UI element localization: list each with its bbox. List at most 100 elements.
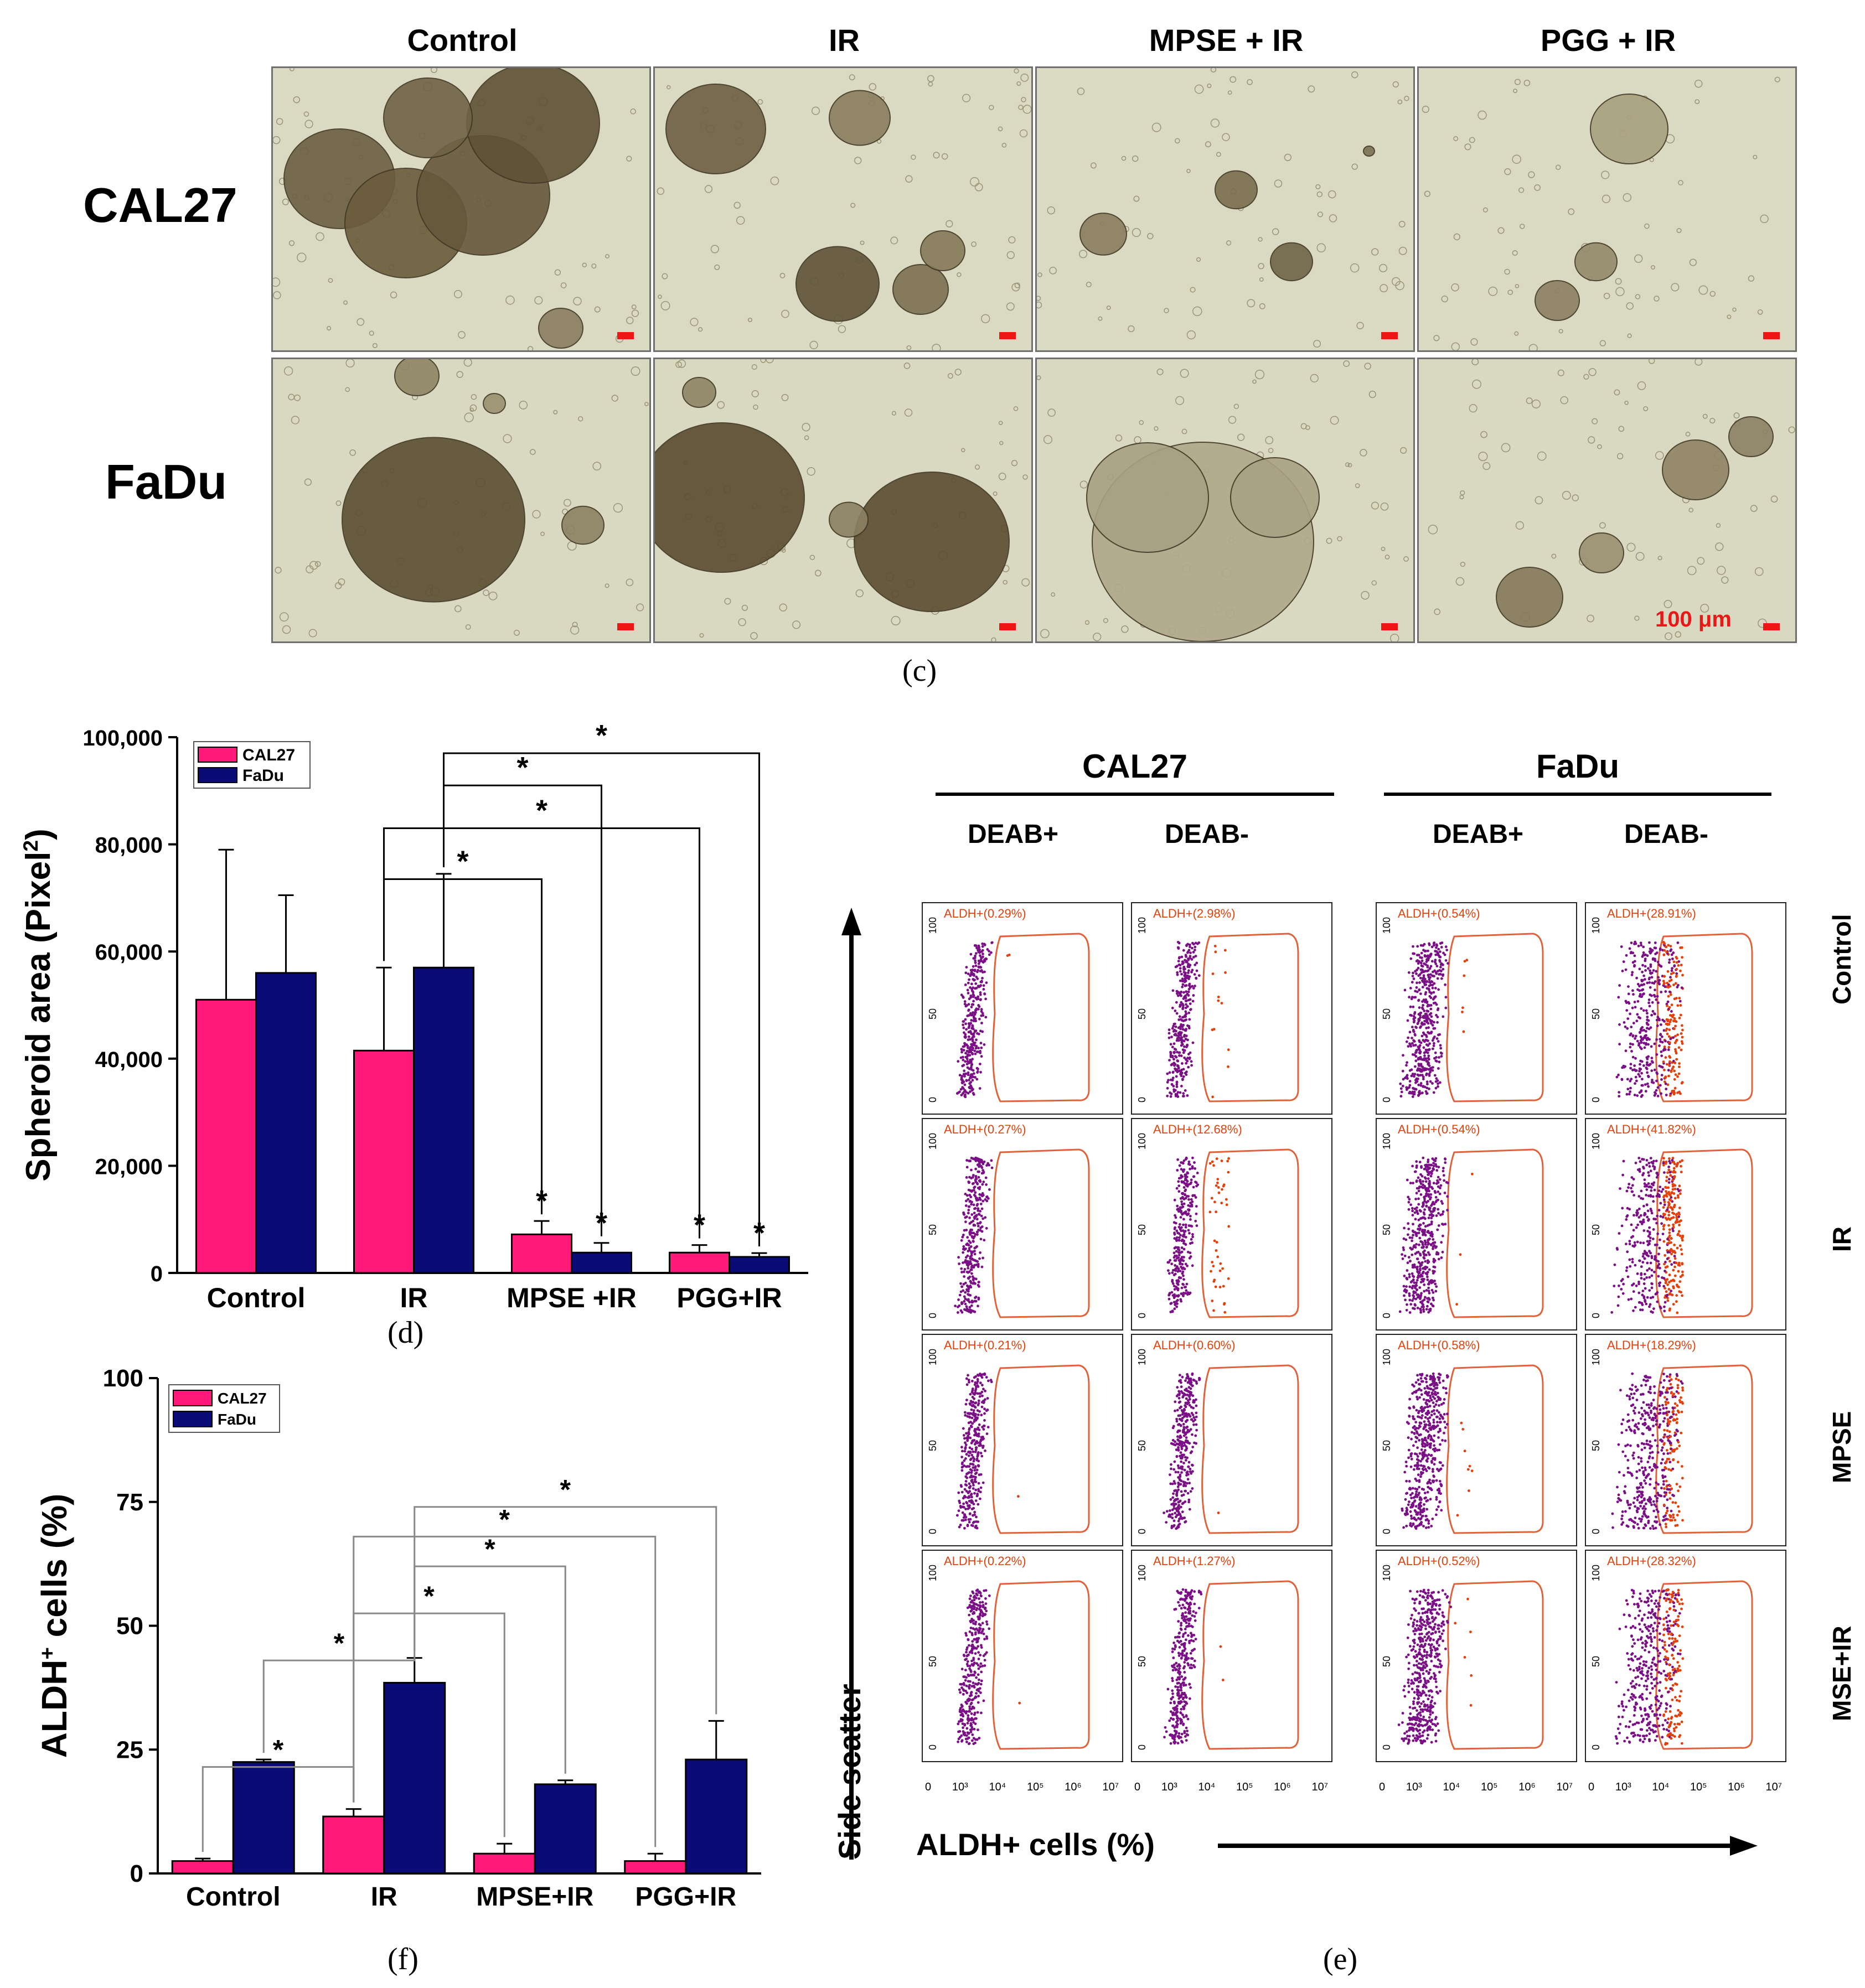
flow-event bbox=[1631, 1283, 1634, 1287]
flow-event bbox=[1433, 1412, 1436, 1415]
flow-event bbox=[1432, 998, 1435, 1001]
flow-event bbox=[1435, 1182, 1438, 1185]
flow-event bbox=[1427, 974, 1430, 977]
flow-event bbox=[982, 1181, 985, 1183]
flow-event bbox=[1174, 1216, 1177, 1219]
flow-event bbox=[1177, 1184, 1181, 1187]
flow-y-tick: 50 bbox=[927, 1440, 938, 1451]
flow-event bbox=[1425, 1380, 1428, 1384]
flow-event bbox=[1645, 1067, 1649, 1070]
bar-cal27-2 bbox=[511, 1233, 572, 1274]
flow-event bbox=[974, 1450, 977, 1453]
flow-event bbox=[1415, 1409, 1418, 1412]
flow-event bbox=[964, 1457, 967, 1460]
flow-event bbox=[975, 1218, 979, 1221]
flow-event bbox=[1422, 1514, 1424, 1518]
flow-event bbox=[1183, 1056, 1186, 1059]
flow-event bbox=[1435, 1409, 1439, 1412]
flow-event bbox=[1418, 1421, 1422, 1425]
flow-event bbox=[1433, 1449, 1437, 1453]
flow-event bbox=[1427, 1290, 1430, 1292]
flow-event bbox=[1407, 1036, 1410, 1039]
flow-event bbox=[1416, 1462, 1419, 1464]
flow-event bbox=[1446, 1195, 1449, 1198]
flow-event bbox=[1671, 1212, 1674, 1214]
flow-event bbox=[973, 1235, 976, 1238]
flow-col-header-cal27-deab-plus: DEAB+ bbox=[967, 820, 1059, 849]
flow-event bbox=[1636, 1094, 1639, 1097]
flow-event bbox=[970, 1416, 974, 1420]
flow-event bbox=[1182, 1422, 1185, 1426]
flow-event bbox=[969, 1451, 972, 1453]
flow-event bbox=[1424, 1180, 1428, 1183]
flow-event bbox=[1174, 1022, 1176, 1026]
flow-event bbox=[1405, 1088, 1408, 1091]
flow-event bbox=[1666, 1032, 1669, 1036]
flow-event bbox=[1426, 1405, 1429, 1409]
flow-event bbox=[965, 1028, 968, 1031]
flow-event bbox=[979, 1251, 981, 1254]
flow-event bbox=[1634, 1264, 1637, 1267]
flow-event bbox=[1673, 1255, 1676, 1257]
flow-event bbox=[1428, 1088, 1430, 1090]
flow-event bbox=[1421, 986, 1424, 988]
flow-event bbox=[1440, 1055, 1443, 1058]
flow-event bbox=[1181, 1078, 1184, 1080]
flow-event bbox=[1187, 977, 1190, 980]
flow-event bbox=[1430, 1185, 1433, 1189]
flow-event bbox=[1413, 1281, 1416, 1284]
panel-c-col-header-mpse-ir: MPSE + IR bbox=[1149, 23, 1304, 58]
flow-event bbox=[1182, 949, 1185, 952]
flow-event bbox=[1177, 1051, 1180, 1054]
flow-event bbox=[1643, 1278, 1646, 1281]
flow-y-tick: 100 bbox=[1381, 1349, 1392, 1365]
flow-event bbox=[964, 1036, 967, 1039]
flow-event bbox=[1440, 1256, 1443, 1259]
flow-event bbox=[1177, 956, 1181, 960]
flow-event bbox=[1428, 967, 1432, 970]
flow-event bbox=[1411, 1392, 1414, 1395]
flow-event bbox=[1626, 1017, 1630, 1020]
flow-y-tick: 100 bbox=[1381, 917, 1392, 934]
flow-event bbox=[968, 1499, 971, 1503]
flow-event bbox=[1175, 1305, 1179, 1308]
flow-event bbox=[1416, 1078, 1419, 1080]
flow-event bbox=[1639, 1031, 1641, 1034]
flow-event bbox=[1438, 1178, 1442, 1181]
flow-event bbox=[1187, 1386, 1191, 1389]
flow-event bbox=[961, 1511, 964, 1514]
flow-event bbox=[1435, 1169, 1439, 1172]
flow-event bbox=[1411, 1272, 1414, 1275]
flow-event bbox=[1659, 1040, 1662, 1043]
flow-event bbox=[1429, 1198, 1432, 1201]
significance-star: * bbox=[334, 1628, 345, 1659]
flow-event bbox=[1674, 1024, 1677, 1028]
flow-event bbox=[1194, 1219, 1197, 1223]
flow-event bbox=[1659, 1266, 1661, 1270]
flow-event bbox=[964, 1220, 967, 1224]
flow-event bbox=[1649, 951, 1652, 955]
flow-event bbox=[1174, 1025, 1177, 1028]
flow-event bbox=[964, 1060, 967, 1063]
flow-event bbox=[1621, 1207, 1624, 1210]
bar-cal27-3 bbox=[624, 1860, 687, 1875]
flow-event bbox=[1643, 1272, 1646, 1276]
flow-event bbox=[1191, 1384, 1194, 1388]
flow-event bbox=[1174, 1471, 1177, 1474]
legend-swatch-cal27 bbox=[173, 1390, 213, 1406]
flow-event bbox=[1631, 989, 1634, 992]
flow-event bbox=[1642, 1229, 1646, 1232]
flow-event bbox=[1630, 1026, 1633, 1028]
flow-event bbox=[1217, 996, 1220, 998]
flow-event bbox=[1408, 1084, 1412, 1087]
flow-event bbox=[1426, 1490, 1429, 1494]
flow-event bbox=[1647, 1085, 1650, 1088]
flow-event bbox=[1670, 1263, 1673, 1266]
flow-event bbox=[1681, 1036, 1684, 1039]
flow-event bbox=[970, 1453, 974, 1457]
flow-event bbox=[1436, 977, 1439, 980]
significance-bracket bbox=[414, 1506, 717, 1715]
flow-event bbox=[974, 1413, 977, 1416]
flow-event bbox=[1652, 1200, 1655, 1203]
